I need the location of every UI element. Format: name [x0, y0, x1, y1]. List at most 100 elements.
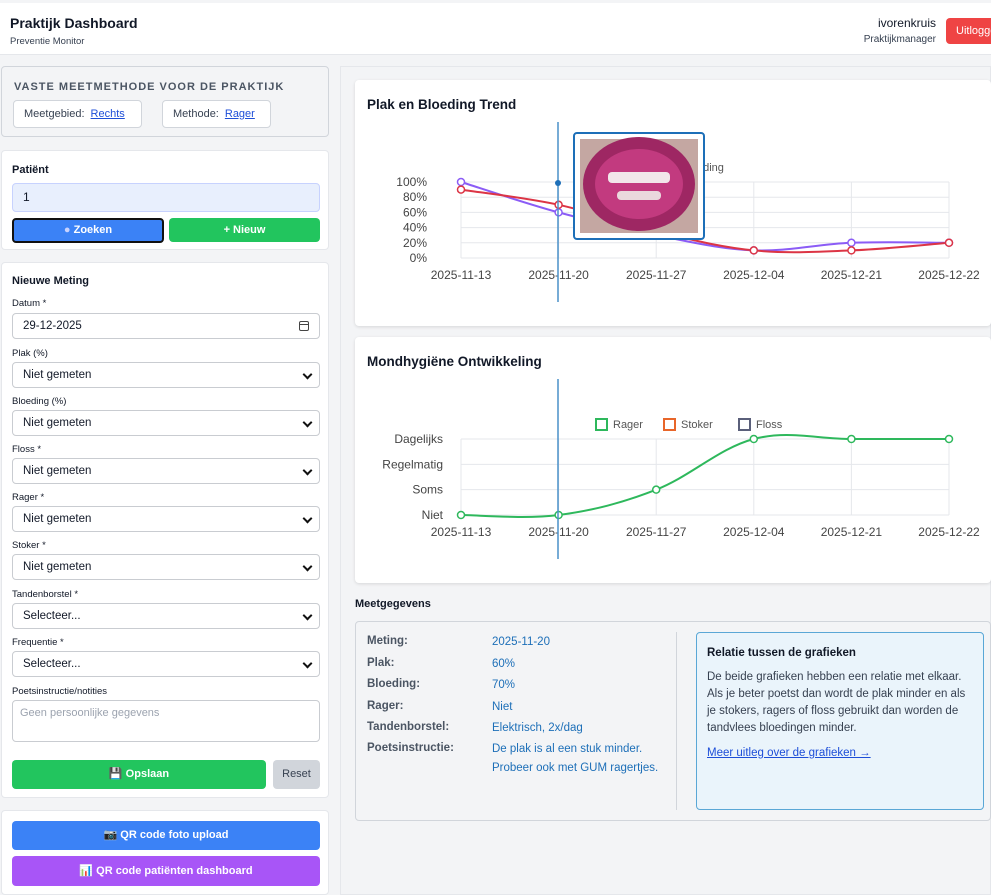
poetsinstructie-key: Poetsinstructie:: [367, 742, 454, 754]
user-name: ivorenkruis: [877, 16, 936, 30]
frequentie-value: Selecteer...: [23, 658, 81, 670]
chart1-x-tick: 2025-11-20: [528, 268, 589, 282]
chevron-down-icon: [302, 658, 313, 669]
logout-button[interactable]: Uitloggen: [946, 18, 991, 44]
chart2-point: [749, 434, 759, 444]
chart1-point: [944, 238, 954, 248]
plak-bloeding-chart: 100%80%60%40%20%0% 2025-11-13 2025-11-20 2…: [396, 122, 980, 302]
search-button[interactable]: ● Zoeken: [12, 218, 164, 243]
search-icon: ●: [63, 224, 71, 236]
floss-select[interactable]: Niet gemeten: [12, 458, 320, 484]
app-title: Praktijk Dashboard: [10, 15, 138, 31]
method-chip[interactable]: Methode: Rager: [162, 100, 271, 128]
bloeding-select[interactable]: Niet gemeten: [12, 410, 320, 436]
photo-gums: [595, 149, 683, 219]
calendar-icon[interactable]: [299, 321, 309, 331]
chart1-y-tick: 60%: [403, 205, 427, 219]
measurement-method-panel: VASTE MEETMETHODE VOOR DE PRAKTIJK Meetg…: [1, 66, 329, 137]
chevron-down-icon: [302, 465, 313, 476]
chart2-x-tick: 2025-11-13: [431, 525, 492, 539]
chart2-x-tick: 2025-11-27: [626, 525, 687, 539]
tandenborstel-select[interactable]: Selecteer...: [12, 603, 320, 629]
plak-select[interactable]: Niet gemeten: [12, 362, 320, 388]
chart1-x-tick: 2025-11-13: [431, 268, 492, 282]
camera-icon: 📷: [103, 829, 118, 841]
crosshair-point: [555, 180, 561, 186]
top-header: Praktijk Dashboard Preventie Monitor ivo…: [0, 3, 991, 55]
plak-key: Plak:: [367, 657, 395, 669]
stoker-label: Stoker *: [12, 540, 46, 551]
chevron-down-icon: [302, 369, 313, 380]
qr-photo-label: QR code foto upload: [120, 829, 229, 841]
chart1-x-tick: 2025-11-27: [626, 268, 687, 282]
rager-label: Rager *: [12, 492, 45, 503]
chart1-x-tick: 2025-12-21: [821, 268, 883, 282]
tooltip-photo[interactable]: [573, 132, 705, 240]
new-patient-button[interactable]: + Nieuw: [169, 218, 320, 242]
bloeding-value: Niet gemeten: [23, 417, 92, 429]
rager-value: Niet gemeten: [23, 513, 92, 525]
chevron-down-icon: [302, 610, 313, 621]
meetgegevens-title: Meetgegevens: [355, 598, 431, 610]
chart1-y-tick: 100%: [396, 175, 427, 189]
meting-value: 2025-11-20: [492, 636, 550, 648]
photo-teeth-lower: [617, 191, 661, 200]
method-link[interactable]: Rager: [224, 108, 255, 120]
area-link[interactable]: Rechts: [90, 108, 125, 120]
rager-data-value: Niet: [492, 701, 513, 713]
chart1-y-tick: 20%: [403, 236, 427, 250]
bloeding-data-value: 70%: [492, 679, 516, 691]
date-field[interactable]: 29-12-2025: [12, 313, 320, 339]
qr-panel: 📷 QR code foto upload 📊 QR code patiënte…: [1, 810, 329, 895]
bloeding-series-line: [460, 188, 950, 254]
vertical-divider: [676, 632, 677, 810]
chart1-x-tick: 2025-12-22: [918, 268, 980, 282]
chart2-y-tick: Regelmatig: [382, 457, 443, 471]
chart2-point: [651, 485, 661, 494]
relation-info-box: Relatie tussen de grafieken De beide gra…: [696, 632, 984, 810]
chart2-point: [456, 510, 466, 520]
poetsinstructie-data-value: De plak is al een stuk minder. Probeer o…: [492, 743, 659, 774]
qr-photo-upload-button[interactable]: 📷 QR code foto upload: [12, 821, 320, 850]
legend-label: Rager: [613, 419, 643, 431]
area-label: Meetgebied:: [24, 108, 85, 120]
chart2-x-ticks: 2025-11-13 2025-11-20 2025-11-27 2025-12-04…: [431, 525, 980, 539]
chart1-x-tick: 2025-12-04: [723, 268, 785, 282]
rager-select[interactable]: Niet gemeten: [12, 506, 320, 532]
chart1-y-ticks: 100%80%60% 40%20%0%: [396, 175, 427, 265]
tandenborstel-value: Selecteer...: [23, 610, 81, 622]
patient-input[interactable]: 1: [12, 183, 320, 212]
reset-button[interactable]: Reset: [273, 760, 320, 789]
chart1-point: [456, 185, 466, 194]
user-role: Praktijkmanager: [863, 34, 936, 45]
photo-teeth-upper: [608, 172, 670, 183]
chart2-x-tick: 2025-12-04: [723, 525, 785, 539]
chart1-point: [847, 246, 856, 255]
frequentie-select[interactable]: Selecteer...: [12, 651, 320, 677]
patient-title: Patiënt: [12, 164, 49, 176]
legend-swatch: [738, 418, 751, 431]
floss-label: Floss *: [12, 444, 42, 455]
stoker-select[interactable]: Niet gemeten: [12, 554, 320, 580]
tandenborstel-label: Tandenborstel *: [12, 589, 79, 600]
relation-link[interactable]: Meer uitleg over de grafieken →: [707, 747, 871, 759]
plak-value: Niet gemeten: [23, 369, 92, 381]
stoker-value: Niet gemeten: [23, 561, 92, 573]
form-title: Nieuwe Meting: [12, 275, 90, 287]
area-chip[interactable]: Meetgebied: Rechts: [13, 100, 142, 128]
app-subtitle: Preventie Monitor: [10, 36, 85, 47]
plak-label: Plak (%): [12, 348, 48, 359]
save-button[interactable]: 💾 Opslaan: [12, 760, 266, 789]
chart2-points: [456, 434, 954, 520]
legend-swatch: [595, 418, 608, 431]
chart2-x-tick: 2025-12-21: [821, 525, 883, 539]
qr-dashboard-button[interactable]: 📊 QR code patiënten dashboard: [12, 856, 320, 886]
method-label: Methode:: [173, 108, 219, 120]
legend-label: Stoker: [681, 419, 713, 431]
notes-textarea[interactable]: Geen persoonlijke gegevens: [12, 700, 320, 742]
frequentie-label: Frequentie *: [12, 637, 64, 648]
chart2-point: [847, 434, 856, 444]
chevron-down-icon: [302, 513, 313, 524]
rager-key: Rager:: [367, 700, 404, 712]
